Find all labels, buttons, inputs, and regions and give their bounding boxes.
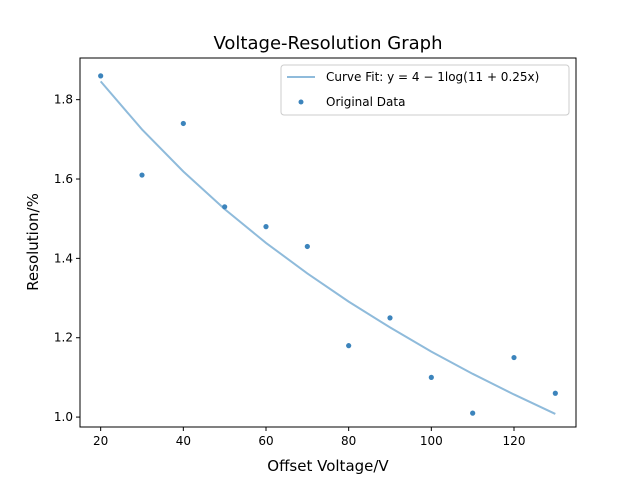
data-point xyxy=(470,410,476,416)
data-point xyxy=(263,224,269,230)
y-tick-label: 1.4 xyxy=(54,251,73,265)
plot-frame xyxy=(79,57,577,428)
legend-curve-fit-label: Curve Fit: y = 4 − 1log(11 + 0.25x) xyxy=(326,70,539,84)
curve-fit-line xyxy=(99,80,556,415)
plot-area xyxy=(98,73,558,416)
chart-title: Voltage-Resolution Graph xyxy=(214,33,443,54)
x-axis-label: Offset Voltage/V xyxy=(267,457,389,475)
y-tick-label: 1.8 xyxy=(54,93,73,107)
y-axis: 1.0 1.2 1.4 1.6 1.8 xyxy=(54,93,80,424)
y-axis-label: Resolution/% xyxy=(24,193,42,291)
data-point xyxy=(98,73,104,79)
y-tick-label: 1.6 xyxy=(54,172,73,186)
data-point xyxy=(346,343,352,349)
x-tick-label: 80 xyxy=(341,434,356,448)
x-tick-label: 40 xyxy=(176,434,191,448)
data-point xyxy=(511,354,517,361)
x-tick-label: 100 xyxy=(420,434,443,448)
y-tick-label: 1.0 xyxy=(54,410,73,424)
legend-original-data-label: Original Data xyxy=(326,95,405,109)
data-point xyxy=(304,243,310,250)
data-point xyxy=(180,120,186,127)
data-point xyxy=(428,374,434,380)
x-tick-label: 60 xyxy=(258,434,273,448)
legend: Curve Fit: y = 4 − 1log(11 + 0.25x) Orig… xyxy=(280,64,570,116)
y-tick-label: 1.2 xyxy=(54,331,73,345)
data-point xyxy=(139,172,145,178)
legend-box xyxy=(280,64,570,116)
x-tick-label: 120 xyxy=(503,434,526,448)
data-point xyxy=(552,390,558,396)
x-tick-label: 20 xyxy=(93,434,108,448)
data-point xyxy=(222,204,228,210)
x-axis: 20 40 60 80 100 120 xyxy=(93,427,525,448)
legend-original-data-swatch xyxy=(298,99,304,105)
data-point xyxy=(387,315,393,321)
